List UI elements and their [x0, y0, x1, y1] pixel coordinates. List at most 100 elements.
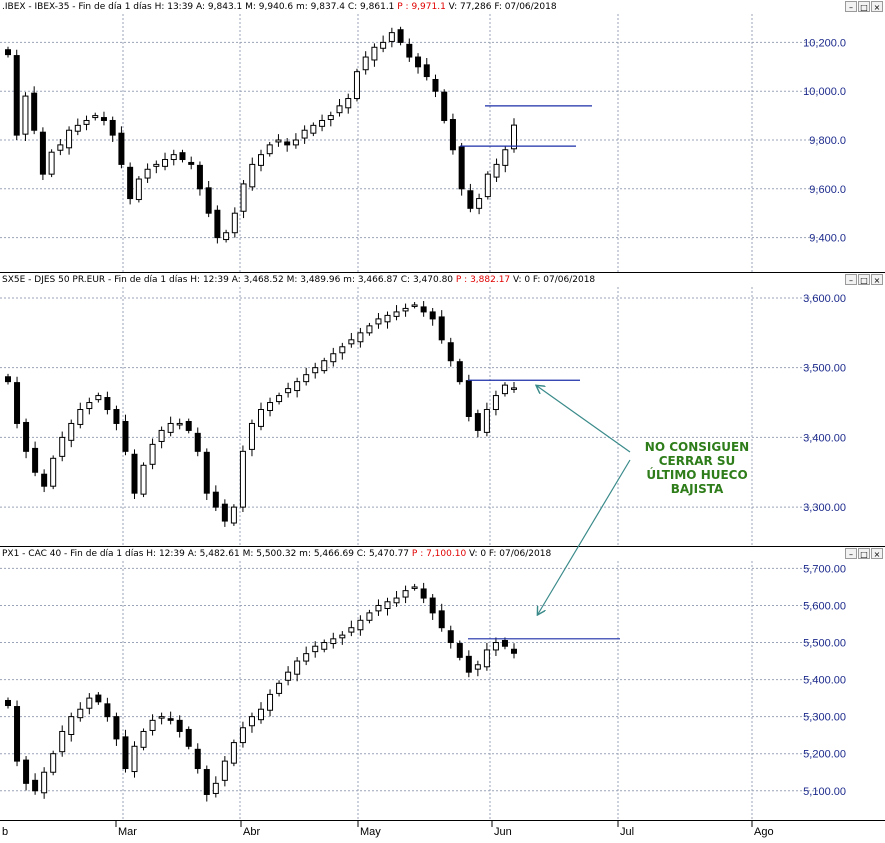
candle-body	[167, 718, 174, 721]
candle-body	[420, 306, 427, 313]
x-tick-label: Jul	[620, 826, 634, 838]
maximize-button[interactable]: □	[858, 274, 870, 285]
candle-body	[402, 590, 409, 598]
candle-body	[348, 627, 355, 633]
candle-body	[330, 638, 337, 645]
candle-body	[95, 395, 102, 401]
cac-header-main: PX1 - CAC 40 - Fin de día 1 días H: 12:3…	[2, 549, 412, 559]
candle-body	[284, 141, 291, 146]
close-button[interactable]: ×	[871, 274, 883, 285]
candle-body	[212, 491, 219, 508]
candle-body	[221, 760, 228, 781]
candle-body	[483, 649, 490, 668]
candle-body	[77, 708, 84, 719]
candle-body	[474, 664, 481, 670]
candle-body	[276, 395, 283, 403]
candle-body	[167, 422, 174, 433]
candle-body	[162, 159, 169, 167]
candle-body	[348, 339, 355, 345]
cac-window-buttons: – □ ×	[845, 548, 883, 560]
y-tick-label: 5,300.00	[803, 712, 846, 724]
candle-body	[438, 610, 445, 629]
y-tick-label: 9,600.0	[809, 184, 846, 196]
sx5e-header-red: P : 3,882.17	[455, 275, 514, 285]
candle-body	[336, 105, 343, 114]
candle-body	[411, 586, 418, 589]
candle-body	[185, 728, 192, 747]
candle-body	[292, 139, 299, 146]
annotation-line-2: CERRAR SU	[658, 454, 736, 468]
y-tick-label: 3,400.00	[803, 432, 846, 444]
close-button[interactable]: ×	[871, 548, 883, 559]
candle-body	[203, 769, 210, 795]
y-tick-label: 5,400.00	[803, 675, 846, 687]
candle-body	[429, 311, 436, 320]
annotation-line-1: NO CONSIGUEN	[644, 440, 750, 454]
candle-body	[321, 360, 328, 372]
candle-body	[205, 187, 212, 214]
candle-body	[266, 144, 273, 155]
candle-body	[240, 183, 247, 212]
candle-body	[474, 413, 481, 431]
minimize-button[interactable]: –	[845, 274, 857, 285]
candle-body	[104, 703, 111, 718]
candle-body	[493, 163, 500, 178]
candle-body	[153, 163, 160, 167]
sx5e-header-main: SX5E - DJES 50 PR.EUR - Fin de día 1 día…	[2, 275, 456, 285]
ibex-window-buttons: – □ ×	[845, 1, 883, 13]
candle-body	[176, 422, 183, 426]
candle-body	[258, 409, 264, 427]
candle-body	[95, 694, 102, 703]
candle-body	[158, 716, 165, 719]
close-button[interactable]: ×	[871, 1, 883, 12]
candle-body	[267, 402, 274, 411]
candle-body	[258, 708, 264, 721]
candle-body	[502, 149, 509, 166]
minimize-button[interactable]: –	[845, 1, 857, 12]
y-tick-label: 9,400.0	[809, 233, 846, 245]
x-tick-label: b	[2, 826, 8, 838]
candle-body	[135, 178, 142, 201]
candle-body	[214, 209, 221, 239]
candle-body	[41, 473, 48, 487]
candle-body	[109, 119, 116, 136]
candle-body	[5, 49, 11, 56]
minimize-button[interactable]: –	[845, 548, 857, 559]
candle-body	[239, 727, 246, 744]
candle-body	[402, 307, 409, 312]
candle-body	[194, 748, 201, 770]
x-tick-label: Mar	[118, 826, 137, 838]
candle-body	[127, 166, 134, 200]
candle-body	[362, 56, 369, 71]
candle-body	[258, 154, 264, 166]
candle-body	[230, 742, 237, 764]
candle-body	[249, 163, 256, 188]
candle-body	[371, 46, 378, 61]
candle-body	[476, 198, 483, 209]
annotation-text: NO CONSIGUEN CERRAR SU ÚLTIMO HUECO BAJI…	[622, 440, 772, 496]
candle-body	[375, 604, 382, 612]
candle-body	[59, 730, 66, 753]
candle-body	[492, 395, 499, 411]
candle-body	[345, 98, 352, 109]
candle-body	[384, 314, 391, 323]
candle-body	[158, 429, 165, 442]
candle-body	[122, 421, 129, 452]
candle-body	[212, 782, 219, 794]
candle-body	[285, 671, 292, 681]
maximize-button[interactable]: □	[858, 1, 870, 12]
candle-body	[310, 124, 317, 134]
candle-body	[144, 168, 151, 179]
annotation-line-4: BAJISTA	[670, 482, 724, 496]
candle-body	[13, 55, 20, 136]
candle-body	[415, 56, 422, 68]
x-tick-label: Abr	[243, 826, 260, 838]
cac-header: PX1 - CAC 40 - Fin de día 1 días H: 12:3…	[2, 547, 551, 561]
candle-body	[438, 316, 445, 341]
candle-body	[68, 422, 75, 441]
maximize-button[interactable]: □	[858, 548, 870, 559]
candle-body	[248, 716, 255, 727]
candle-body	[231, 212, 238, 234]
y-tick-label: 3,600.00	[803, 293, 846, 305]
candle-body	[432, 78, 439, 92]
